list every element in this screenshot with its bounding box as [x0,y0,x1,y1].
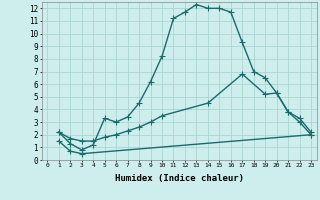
X-axis label: Humidex (Indice chaleur): Humidex (Indice chaleur) [115,174,244,183]
